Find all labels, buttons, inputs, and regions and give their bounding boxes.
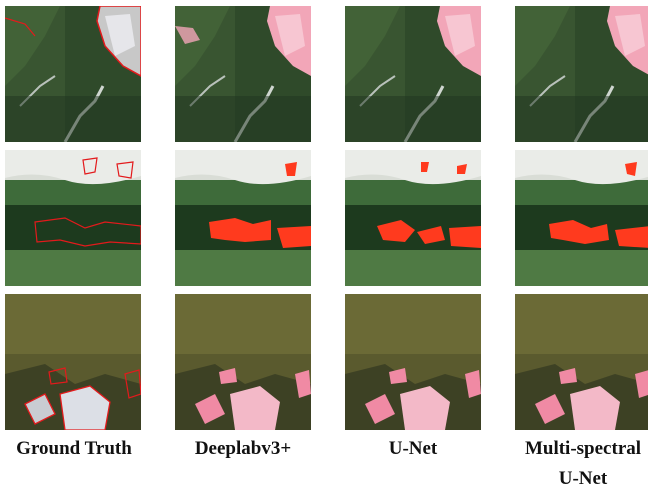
tile-deeplab-row3: [175, 294, 311, 430]
tile-ground-truth-row1: [5, 6, 141, 142]
tile-ground-truth-row3: [5, 294, 141, 430]
tile-unet-row2: [345, 150, 481, 286]
column-label-unet: U-Net: [388, 438, 438, 459]
tile-multispectral-row2: [515, 150, 648, 286]
column-label-multispectral-unet-line1: Multi-spectral: [524, 438, 642, 459]
tile-multispectral-row3: [515, 294, 648, 430]
tile-multispectral-row1: [515, 6, 648, 142]
column-label-multispectral-unet-line2: U-Net: [558, 468, 608, 489]
tile-ground-truth-row2: [5, 150, 141, 286]
tile-deeplab-row2: [175, 150, 311, 286]
tile-unet-row1: [345, 6, 481, 142]
column-label-deeplabv3plus: Deeplabv3+: [194, 438, 292, 459]
column-label-ground-truth: Ground Truth: [16, 438, 132, 459]
results-figure-grid: [5, 6, 648, 430]
tile-unet-row3: [345, 294, 481, 430]
tile-deeplab-row1: [175, 6, 311, 142]
